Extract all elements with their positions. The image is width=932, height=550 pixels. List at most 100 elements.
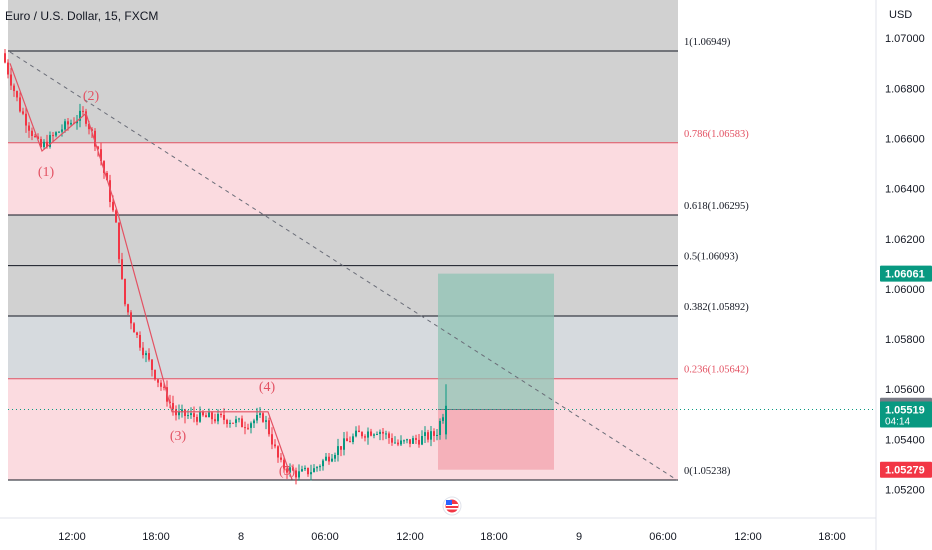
candle	[247, 423, 249, 430]
candle	[55, 131, 57, 138]
candle	[361, 431, 363, 439]
candle	[43, 139, 45, 150]
candle	[127, 303, 129, 316]
candle-body	[331, 458, 333, 462]
flag-icon-stripe	[446, 508, 458, 510]
candle-body	[343, 438, 345, 450]
candle	[19, 92, 21, 113]
fib-zones	[8, 0, 678, 480]
price-badge: 1.05279	[880, 461, 932, 478]
candle	[205, 412, 207, 418]
candle-body	[388, 433, 390, 439]
candle	[172, 395, 174, 416]
fib-zone	[8, 265, 678, 317]
time-tick-label: 8	[238, 531, 244, 543]
fib-zone	[8, 316, 678, 379]
candle-body	[193, 413, 195, 417]
candle	[130, 310, 132, 330]
flag-icon[interactable]	[442, 496, 462, 516]
candle-body	[394, 442, 396, 444]
candle-body	[376, 433, 378, 435]
candle-body	[421, 436, 423, 445]
candle-body	[328, 456, 330, 462]
candle-body	[67, 121, 69, 125]
candle-body	[433, 431, 435, 436]
candle	[262, 411, 264, 423]
fib-zone	[8, 214, 678, 266]
candle-body	[55, 132, 57, 136]
candle-body	[40, 139, 42, 148]
candle	[292, 464, 294, 472]
candle	[253, 418, 255, 428]
candle-body	[28, 125, 30, 131]
candle	[433, 428, 435, 442]
time-axis[interactable]: 12:00 18:00 8 06:00 12:00 18:00 9 06:00 12:00 18:…	[58, 531, 846, 543]
wave-label: (3)	[170, 429, 187, 444]
candle	[400, 435, 402, 446]
candle	[409, 439, 411, 448]
candle	[310, 464, 312, 481]
candle-body	[13, 85, 15, 92]
candle	[22, 107, 24, 116]
candle	[265, 415, 267, 430]
fib-zone	[8, 142, 678, 215]
candle	[442, 413, 444, 424]
candle-body	[112, 201, 114, 211]
candle	[424, 426, 426, 444]
candle	[388, 431, 390, 444]
candle	[427, 429, 429, 443]
elliott-wave[interactable]: (1) (2) (3) (4) (5)	[9, 63, 296, 480]
candle-body	[220, 413, 222, 416]
candle	[250, 421, 252, 434]
price-tick-label: 1.06200	[885, 234, 925, 246]
candle	[70, 119, 72, 127]
candle-body	[412, 438, 414, 444]
candle-body	[157, 379, 159, 383]
candle	[307, 467, 309, 477]
candle-body	[109, 180, 111, 202]
candle-body	[16, 91, 18, 98]
candle	[193, 406, 195, 423]
candle-body	[82, 110, 84, 112]
candle	[223, 408, 225, 425]
candle	[64, 118, 66, 133]
profit-zone	[438, 273, 554, 410]
candle	[334, 452, 336, 462]
candle-body	[205, 415, 207, 418]
fib-level-label: 0(1.05238)	[684, 466, 731, 477]
candle-body	[298, 471, 300, 478]
candle-body	[346, 438, 348, 442]
candle-body	[301, 469, 303, 472]
candle-body	[397, 442, 399, 445]
fib-zone-top	[8, 0, 678, 51]
long-position-tool[interactable]	[438, 273, 554, 470]
price-tick-label: 1.06600	[885, 134, 925, 146]
candle-body	[286, 468, 288, 473]
candle-body	[352, 436, 354, 442]
candle	[301, 465, 303, 472]
candle-body	[163, 386, 165, 388]
candle-body	[148, 353, 150, 360]
candle	[142, 341, 144, 359]
candle-body	[76, 120, 78, 124]
candle-body	[319, 466, 321, 468]
candle-body	[91, 129, 93, 131]
candle	[145, 350, 147, 363]
candle	[316, 465, 318, 472]
time-tick-label: 06:00	[649, 531, 677, 543]
price-axis[interactable]: USD 1.07000 1.06800 1.06600 1.06400 1.06200 1.…	[885, 9, 925, 497]
candle-body	[133, 323, 135, 333]
candle	[124, 278, 126, 307]
candle	[118, 222, 120, 264]
candle-body	[361, 432, 363, 437]
candle-body	[385, 433, 387, 435]
fib-level-label: 0.236(1.05642)	[684, 365, 749, 376]
price-badge-bg	[880, 401, 932, 428]
price-tick-label: 1.06000	[885, 284, 925, 296]
candle	[439, 418, 441, 440]
wave-label: (5)	[279, 464, 296, 479]
candle	[148, 348, 150, 362]
candle-body	[58, 131, 60, 133]
candle-body	[379, 431, 381, 434]
